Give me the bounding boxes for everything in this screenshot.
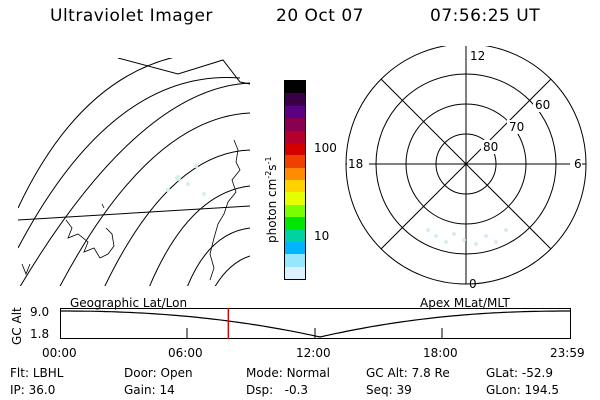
colorbar xyxy=(284,80,306,280)
colorbar-segment xyxy=(285,204,305,218)
mlt-label-18: 18 xyxy=(348,157,363,171)
colorbar-segment xyxy=(285,130,305,143)
colorbar-segment xyxy=(285,229,305,242)
colorbar-segment xyxy=(285,180,305,193)
strip-left-label: Geographic Lat/Lon xyxy=(70,296,188,310)
mlt-label-6: 6 xyxy=(574,157,582,171)
strip-right-label: Apex MLat/MLT xyxy=(420,296,510,310)
date-label: 20 Oct 07 xyxy=(276,6,364,26)
colorbar-segment xyxy=(285,81,305,94)
colorbar-segment xyxy=(285,167,305,180)
colorbar-segment xyxy=(285,155,305,168)
colorbar-unit-label: photon cm-2s-1 xyxy=(264,156,279,243)
strip-y-bottom: 1.8 xyxy=(30,327,50,341)
altitude-strip-plot xyxy=(60,308,571,339)
colorbar-segment xyxy=(285,105,305,119)
info-gain: Gain: 14 xyxy=(124,383,175,397)
info-flt: Flt: LBHL xyxy=(10,366,64,380)
time-label: 07:56:25 UT xyxy=(430,6,541,26)
colorbar-segment xyxy=(285,217,305,230)
info-glat: GLat: -52.9 xyxy=(486,366,553,380)
colorbar-segment xyxy=(285,254,305,267)
colorbar-tick-10: 10 xyxy=(314,229,330,243)
info-glon: GLon: 194.5 xyxy=(486,383,559,397)
colorbar-segment xyxy=(285,118,305,131)
strip-x-tick-0: 00:00 xyxy=(42,346,77,360)
info-seq: Seq: 39 xyxy=(366,383,412,397)
strip-axis-label: GC Alt xyxy=(10,307,24,345)
strip-x-tick-4: 23:59 xyxy=(550,346,585,360)
app-title: Ultraviolet Imager xyxy=(50,6,213,26)
colorbar-segment xyxy=(285,142,305,156)
mlat-label-60: 60 xyxy=(535,98,550,112)
geographic-map xyxy=(18,58,250,286)
info-mode: Mode: Normal xyxy=(246,366,330,380)
strip-x-tick-1: 06:00 xyxy=(168,346,203,360)
colorbar-segment xyxy=(285,241,305,255)
strip-x-tick-3: 18:00 xyxy=(423,346,458,360)
colorbar-segment xyxy=(285,192,305,205)
info-ip: IP: 36.0 xyxy=(10,383,56,397)
mlt-label-0: 0 xyxy=(469,277,477,291)
altitude-curve xyxy=(60,310,570,338)
mlat-label-70: 70 xyxy=(509,120,524,134)
mlt-label-12: 12 xyxy=(470,49,485,63)
colorbar-segment xyxy=(285,93,305,106)
strip-y-top: 9.0 xyxy=(30,305,50,319)
info-dsp: Dsp: -0.3 xyxy=(246,383,309,397)
colorbar-segment xyxy=(285,266,305,279)
info-door: Door: Open xyxy=(124,366,193,380)
strip-x-tick-2: 12:00 xyxy=(296,346,331,360)
mlat-label-80: 80 xyxy=(483,140,498,154)
polar-mlat-mlt-plot: 12 18 6 0 60 70 80 xyxy=(345,46,587,291)
colorbar-tick-100: 100 xyxy=(314,141,337,155)
info-gc-alt: GC Alt: 7.8 Re xyxy=(366,366,450,380)
